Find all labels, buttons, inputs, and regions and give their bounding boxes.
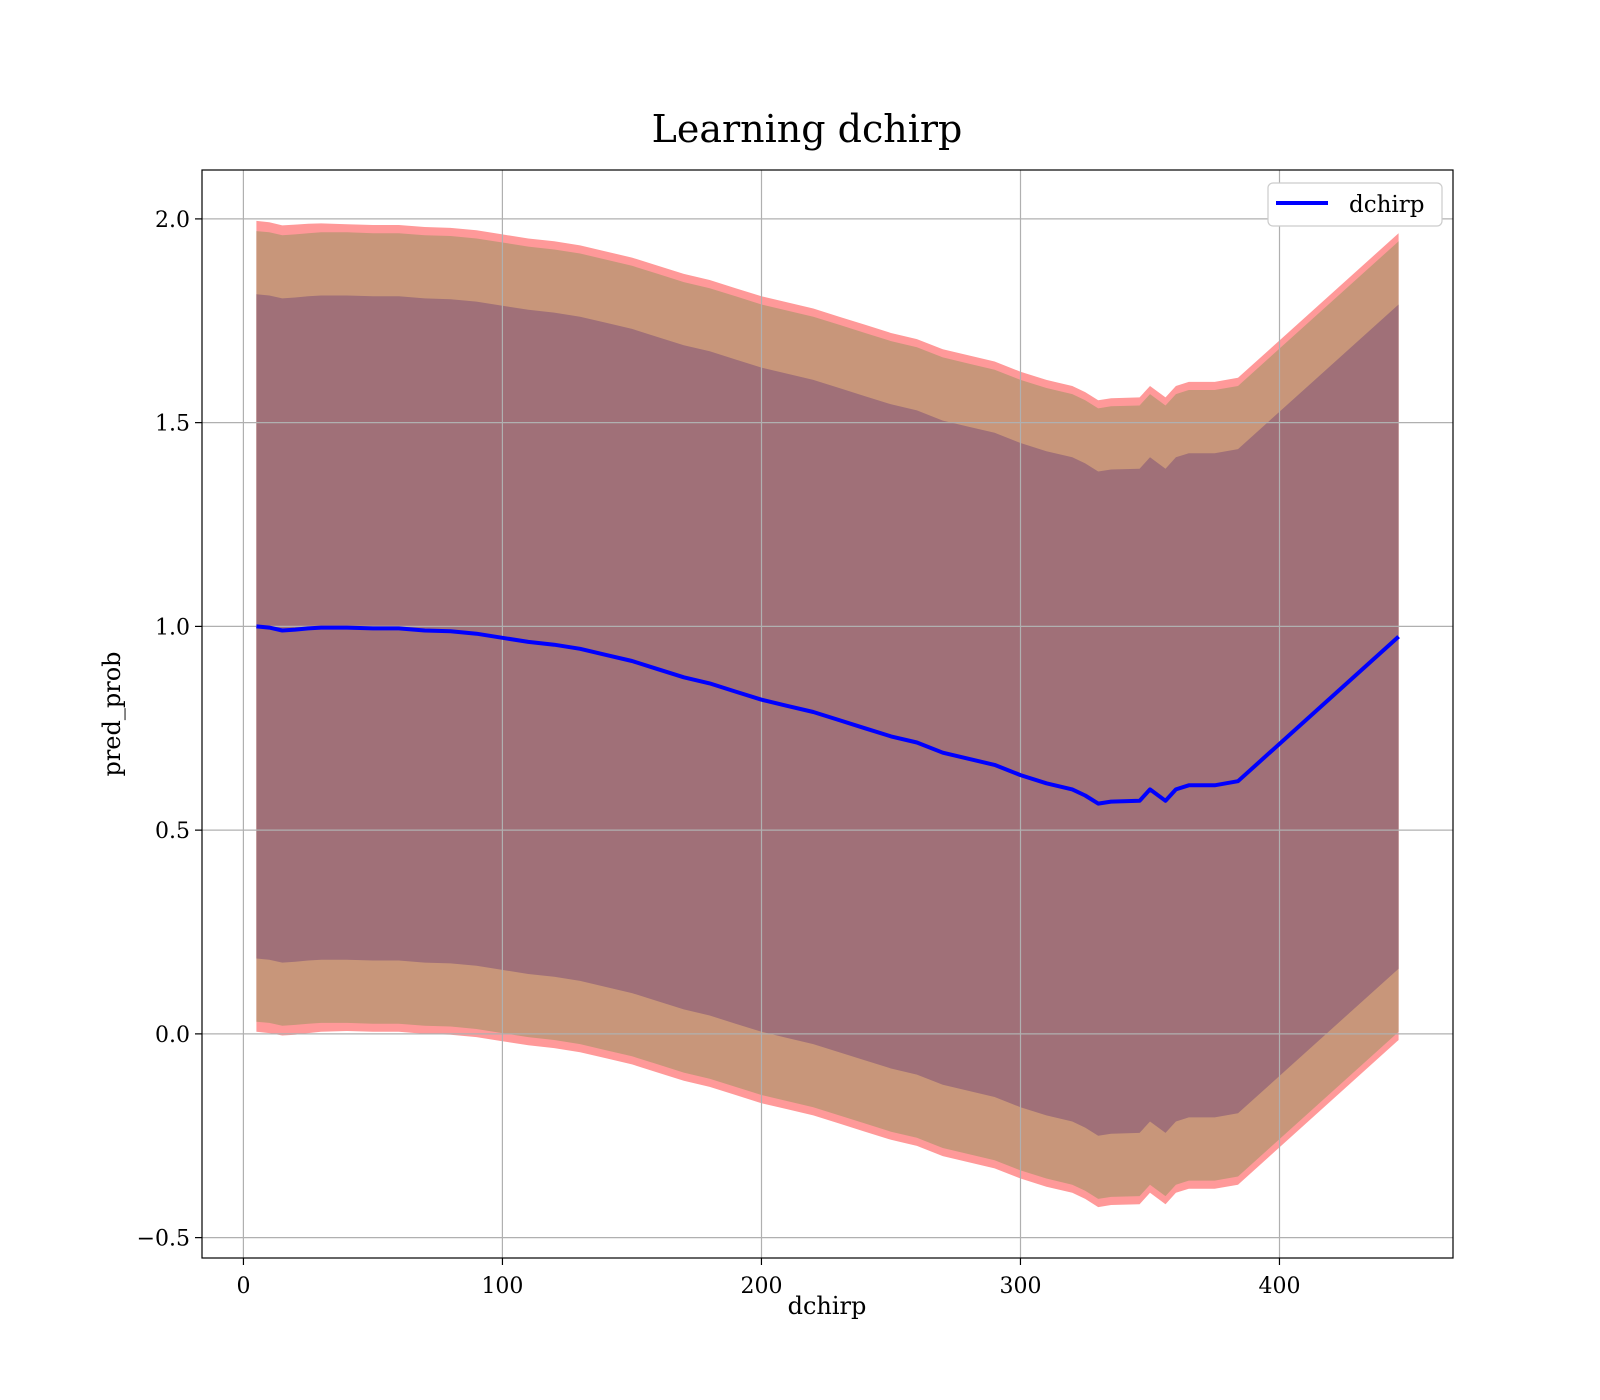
legend-label: dchirp (1349, 192, 1425, 218)
legend-box (1267, 182, 1443, 227)
x-tick-label: 200 (740, 1274, 782, 1299)
legend: dchirp (1267, 182, 1443, 227)
chart-title: Learning dchirp (652, 107, 963, 151)
x-tick-label: 100 (481, 1274, 523, 1299)
y-tick-label: 0.5 (155, 819, 190, 844)
y-tick-label: −0.5 (137, 1227, 190, 1252)
x-tick-label: 0 (236, 1274, 250, 1299)
y-tick-label: 1.0 (155, 615, 190, 640)
confidence-bands (256, 220, 1399, 1208)
y-tick-label: 1.5 (155, 412, 190, 437)
y-ticks: −0.5 0.0 0.5 1.0 1.5 2.0 (137, 208, 202, 1252)
x-tick-label: 400 (1258, 1274, 1300, 1299)
grid (202, 170, 1453, 1258)
y-axis-label: pred_prob (98, 651, 126, 776)
y-tick-label: 2.0 (155, 208, 190, 233)
x-axis-label: dchirp (788, 1292, 867, 1320)
series-line-dchirp (256, 624, 1400, 806)
y-tick-label: 0.0 (155, 1023, 190, 1048)
x-ticks: 0 100 200 300 400 (236, 1258, 1300, 1299)
plot-frame (201, 169, 1454, 1259)
series-lines (256, 624, 1400, 806)
x-tick-label: 300 (999, 1274, 1041, 1299)
